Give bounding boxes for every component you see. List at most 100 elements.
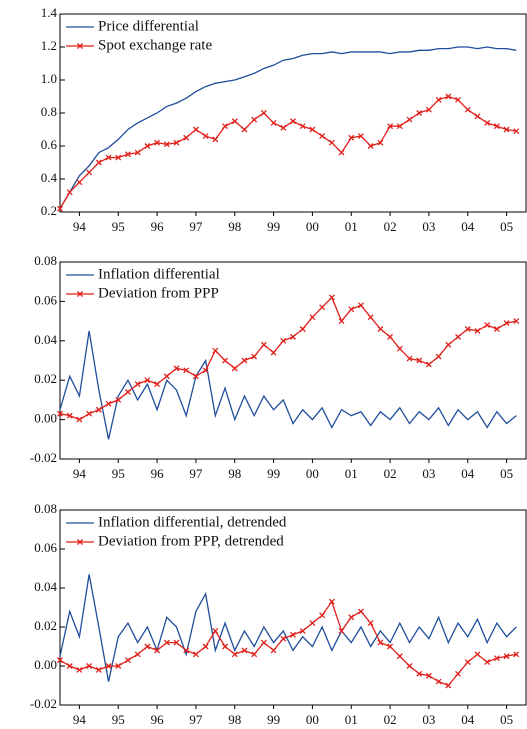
x-tick-label: 95	[112, 712, 125, 727]
point-marker	[173, 365, 180, 372]
point-marker	[348, 134, 355, 141]
point-marker	[212, 347, 219, 354]
point-marker	[357, 302, 364, 309]
legend-label: Inflation differential, detrended	[98, 514, 287, 530]
point-marker	[474, 113, 481, 120]
point-marker	[396, 653, 403, 660]
point-marker	[503, 320, 510, 327]
y-tick-label: 0.08	[34, 501, 57, 516]
point-marker	[76, 179, 83, 186]
point-marker	[357, 608, 364, 615]
y-tick-label: -0.02	[30, 696, 57, 711]
legend-label: Inflation differential	[98, 266, 220, 282]
point-marker	[66, 663, 73, 669]
point-marker	[124, 151, 131, 158]
point-marker	[309, 620, 316, 627]
x-tick-label: 04	[461, 466, 475, 481]
point-marker	[183, 134, 190, 141]
x-tick-label: 95	[112, 219, 125, 234]
y-tick-label: -0.02	[30, 450, 57, 465]
x-tick-label: 95	[112, 466, 125, 481]
x-tick-label: 01	[345, 219, 358, 234]
x-tick-label: 97	[189, 219, 203, 234]
point-marker	[348, 306, 355, 313]
point-marker	[115, 663, 122, 669]
x-tick-label: 00	[306, 712, 319, 727]
x-tick-label: 04	[461, 219, 475, 234]
point-marker	[416, 110, 423, 116]
point-marker	[455, 333, 462, 340]
x-tick-label: 99	[267, 219, 280, 234]
point-marker	[105, 663, 112, 669]
point-marker	[455, 670, 462, 677]
point-marker	[474, 327, 481, 334]
x-tick-label: 97	[189, 466, 203, 481]
x-tick-label: 03	[422, 219, 435, 234]
point-marker	[484, 322, 491, 328]
plot-frame	[59, 261, 527, 460]
point-marker	[192, 651, 199, 658]
point-marker	[319, 133, 326, 140]
point-marker	[464, 106, 471, 113]
point-marker	[377, 639, 384, 646]
x-tick-label: 01	[345, 466, 358, 481]
point-marker	[367, 314, 374, 321]
point-marker	[445, 682, 452, 689]
point-marker	[134, 381, 141, 388]
point-marker	[367, 143, 374, 149]
point-marker	[231, 118, 238, 125]
x-tick-label: 94	[73, 219, 87, 234]
point-marker	[66, 412, 73, 419]
point-marker	[144, 143, 151, 149]
point-marker	[124, 657, 131, 664]
y-tick-label: 0.04	[34, 332, 57, 347]
y-tick-label: 1.2	[41, 38, 57, 53]
y-tick-label: 0.02	[34, 618, 57, 633]
point-marker	[280, 635, 287, 642]
point-marker	[86, 169, 93, 176]
point-marker	[445, 93, 452, 100]
point-marker	[290, 333, 296, 340]
point-marker	[173, 139, 180, 146]
point-marker	[503, 126, 510, 133]
legend-label: Spot exchange rate	[98, 37, 212, 53]
series-line	[59, 296, 517, 421]
point-marker	[319, 304, 326, 311]
point-marker	[241, 357, 248, 364]
y-tick-label: 0.8	[41, 104, 57, 119]
point-marker	[406, 116, 413, 123]
point-marker	[435, 678, 442, 685]
point-marker	[513, 128, 520, 135]
x-tick-label: 05	[500, 712, 513, 727]
point-marker	[57, 657, 63, 664]
point-marker	[163, 141, 170, 148]
point-marker	[202, 367, 209, 374]
point-marker	[435, 353, 442, 360]
y-tick-label: 0.00	[34, 411, 57, 426]
point-marker	[183, 367, 190, 374]
point-marker	[474, 651, 481, 658]
point-marker	[445, 341, 452, 348]
point-marker	[251, 651, 258, 658]
point-marker	[76, 416, 83, 423]
point-marker	[57, 410, 63, 417]
x-tick-label: 05	[500, 466, 513, 481]
point-marker	[513, 651, 520, 658]
x-tick-label: 96	[151, 466, 165, 481]
point-marker	[222, 643, 229, 650]
point-marker	[231, 651, 238, 658]
x-tick-label: 96	[151, 219, 165, 234]
point-marker	[154, 647, 161, 654]
point-marker	[290, 118, 296, 125]
point-marker	[328, 139, 335, 146]
point-marker	[464, 659, 471, 666]
point-marker	[260, 639, 267, 646]
y-tick-label: 0.02	[34, 371, 57, 386]
x-tick-label: 94	[73, 466, 87, 481]
point-marker	[387, 643, 394, 650]
point-marker	[299, 627, 306, 634]
x-tick-label: 96	[151, 712, 165, 727]
x-tick-label: 97	[189, 712, 203, 727]
point-marker	[270, 349, 277, 356]
